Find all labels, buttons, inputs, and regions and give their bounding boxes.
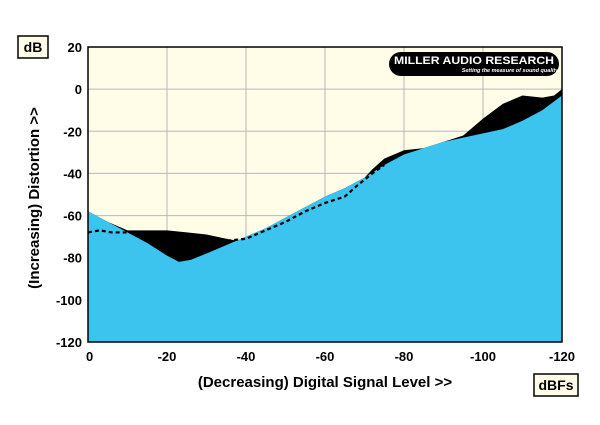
plot-frame: [87, 46, 563, 343]
y-tick-label: -100: [56, 293, 82, 308]
x-unit-label: dBFs: [539, 377, 574, 393]
blue-distortion-area: [88, 95, 562, 342]
x-tick-label: 0: [86, 349, 93, 364]
x-tick-label: -120: [549, 349, 575, 364]
dashed-distortion-line: [88, 164, 385, 242]
series-layer: [88, 89, 562, 342]
x-tick-label: -60: [316, 349, 335, 364]
y-tick-label: 20: [68, 40, 82, 55]
x-unit-box: dBFs: [533, 373, 579, 397]
y-tick-label: -20: [63, 124, 82, 139]
logo-tagline: Setting the measure of sound quality: [462, 68, 560, 74]
y-tick-labels: 20 0 -20 -40 -60 -80 -100 -120: [56, 40, 82, 350]
x-tick-label: -80: [395, 349, 414, 364]
y-unit-box: dB: [17, 35, 49, 59]
y-tick-label: -120: [56, 335, 82, 350]
x-tick-label: -40: [237, 349, 256, 364]
logo-brand: MILLER AUDIO RESEARCH: [394, 55, 554, 67]
x-tick-labels: 0 -20 -40 -60 -80 -100 -120: [86, 349, 575, 364]
y-unit-label: dB: [24, 39, 43, 55]
x-tick-label: -100: [470, 349, 496, 364]
y-tick-label: 0: [75, 82, 82, 97]
y-axis-title: (Increasing) Distortion >>: [26, 107, 43, 289]
y-tick-label: -60: [63, 209, 82, 224]
x-axis-title: (Decreasing) Digital Signal Level >>: [198, 374, 452, 391]
y-tick-label: -40: [63, 166, 82, 181]
x-tick-label: -20: [158, 349, 177, 364]
y-tick-label: -80: [63, 251, 82, 266]
miller-audio-research-logo: MILLER AUDIO RESEARCH Setting the measur…: [389, 52, 559, 76]
